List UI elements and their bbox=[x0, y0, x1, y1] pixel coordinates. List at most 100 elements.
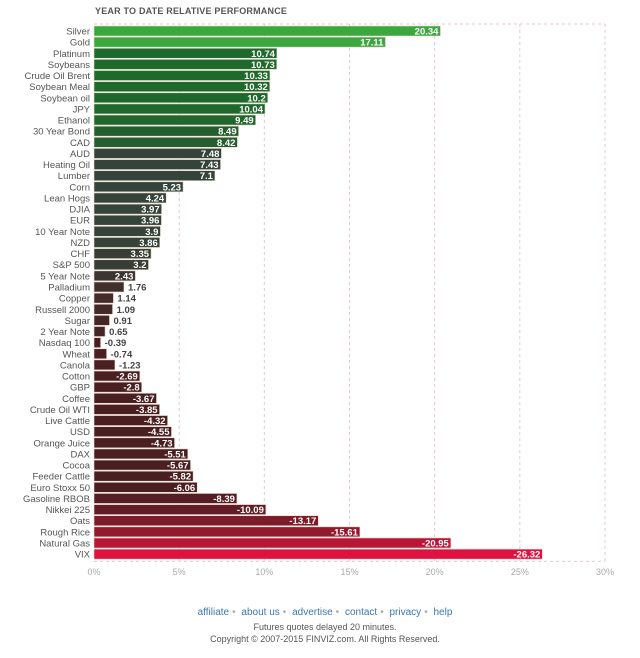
category-label: CAD bbox=[70, 138, 90, 149]
x-tick-label: 25% bbox=[511, 567, 529, 577]
value-label: 7.1 bbox=[200, 171, 214, 182]
value-label: -0.74 bbox=[111, 349, 133, 360]
bar bbox=[93, 137, 238, 148]
bar bbox=[93, 36, 386, 48]
bar bbox=[93, 214, 162, 226]
footer: affiliate • about us • advertise • contact •… bbox=[0, 607, 640, 644]
value-label: 8.49 bbox=[218, 127, 237, 138]
link-affiliate[interactable]: affiliate bbox=[197, 607, 230, 618]
category-label: Sugar bbox=[65, 316, 90, 327]
category-label: 10 Year Note bbox=[35, 227, 90, 238]
bar bbox=[93, 92, 269, 104]
value-label: 3.2 bbox=[133, 260, 146, 271]
footer-links: affiliate • about us • advertise • contact •… bbox=[197, 607, 453, 618]
link-privacy[interactable]: privacy bbox=[389, 607, 422, 618]
bar bbox=[93, 470, 194, 482]
value-label: -1.23 bbox=[119, 360, 141, 371]
value-label: -5.82 bbox=[169, 472, 191, 483]
value-label: -3.67 bbox=[133, 394, 155, 405]
x-tick-label: 15% bbox=[340, 567, 358, 577]
value-label: 5.23 bbox=[163, 182, 182, 193]
value-label: 0.91 bbox=[114, 316, 133, 327]
category-label: Palladium bbox=[48, 282, 90, 293]
value-label: -5.51 bbox=[164, 449, 186, 460]
bar bbox=[93, 448, 189, 460]
category-label: Nikkei 225 bbox=[46, 505, 90, 516]
value-label: 10.2 bbox=[247, 93, 266, 104]
bar bbox=[93, 237, 161, 248]
value-label: -3.85 bbox=[136, 405, 158, 416]
bar bbox=[93, 381, 142, 393]
category-label: NZD bbox=[70, 238, 90, 249]
bar bbox=[93, 526, 361, 538]
category-label: Orange Juice bbox=[33, 438, 90, 449]
value-label: -4.55 bbox=[148, 427, 170, 438]
category-label: Rough Rice bbox=[40, 527, 90, 538]
value-label: 4.24 bbox=[146, 193, 165, 204]
category-label: Heating Oil bbox=[43, 160, 90, 171]
bar bbox=[93, 181, 184, 193]
bar bbox=[93, 315, 110, 326]
value-label: 20.34 bbox=[415, 27, 439, 38]
category-label: DAX bbox=[70, 449, 90, 460]
category-label: EUR bbox=[70, 216, 90, 227]
bar bbox=[93, 370, 141, 382]
category-label: Euro Stoxx 50 bbox=[30, 483, 90, 494]
bar bbox=[93, 515, 319, 527]
category-label: Corn bbox=[69, 182, 90, 193]
category-label: DJIA bbox=[69, 205, 90, 216]
link-help[interactable]: help bbox=[433, 607, 453, 618]
link-contact[interactable]: contact bbox=[344, 607, 378, 618]
bar bbox=[93, 59, 278, 70]
value-label: 8.42 bbox=[217, 138, 236, 149]
x-tick-label: 30% bbox=[596, 567, 614, 577]
value-label: 0.65 bbox=[109, 327, 128, 338]
category-label: Russell 2000 bbox=[35, 305, 90, 316]
bar bbox=[93, 359, 116, 371]
chart-title: YEAR TO DATE RELATIVE PERFORMANCE bbox=[95, 6, 288, 16]
value-label: 9.49 bbox=[235, 116, 254, 127]
bar bbox=[93, 192, 167, 204]
category-label: Coffee bbox=[62, 394, 90, 405]
bar bbox=[93, 81, 271, 92]
category-label: Nasdaq 100 bbox=[39, 338, 90, 349]
bar bbox=[93, 170, 216, 181]
category-label: Lumber bbox=[58, 171, 90, 182]
category-label: Gold bbox=[70, 38, 90, 49]
x-tick-label: 10% bbox=[255, 567, 273, 577]
category-label: AUD bbox=[70, 149, 90, 160]
bar bbox=[93, 281, 125, 293]
link-advertise[interactable]: advertise bbox=[292, 607, 333, 618]
category-label: Platinum bbox=[53, 49, 90, 60]
value-label: -5.67 bbox=[167, 461, 189, 472]
value-label: -2.69 bbox=[116, 372, 138, 383]
value-label: 3.9 bbox=[145, 227, 158, 238]
value-label: 10.04 bbox=[239, 104, 263, 115]
link-about-us[interactable]: about us bbox=[241, 607, 280, 618]
bar bbox=[93, 426, 172, 437]
bar bbox=[93, 114, 256, 126]
category-label: Crude Oil WTI bbox=[30, 405, 90, 416]
bar bbox=[93, 493, 238, 504]
value-label: 3.96 bbox=[141, 216, 160, 227]
bar bbox=[93, 337, 101, 348]
performance-bar-chart: 0% 5% 10% 15% 20% 25% 30% Silver 20.34 Gold 17.11 P… bbox=[23, 23, 614, 577]
value-label: 10.74 bbox=[251, 49, 275, 60]
category-label: Ethanol bbox=[58, 116, 90, 127]
bar bbox=[93, 537, 452, 549]
bar bbox=[93, 203, 162, 215]
category-label: Lean Hogs bbox=[44, 193, 90, 204]
bar bbox=[93, 459, 191, 471]
bar bbox=[93, 404, 160, 415]
category-label: Oats bbox=[70, 516, 90, 527]
category-label: Gasoline RBOB bbox=[23, 494, 90, 505]
x-tick-label: 0% bbox=[87, 567, 100, 577]
value-label: 3.97 bbox=[141, 205, 160, 216]
bar bbox=[93, 226, 161, 237]
category-label: GBP bbox=[70, 383, 90, 394]
value-label: 1.76 bbox=[128, 282, 147, 293]
bar bbox=[93, 47, 278, 59]
x-tick-label: 5% bbox=[173, 567, 186, 577]
category-label: Canola bbox=[60, 360, 91, 371]
bar bbox=[93, 270, 136, 282]
